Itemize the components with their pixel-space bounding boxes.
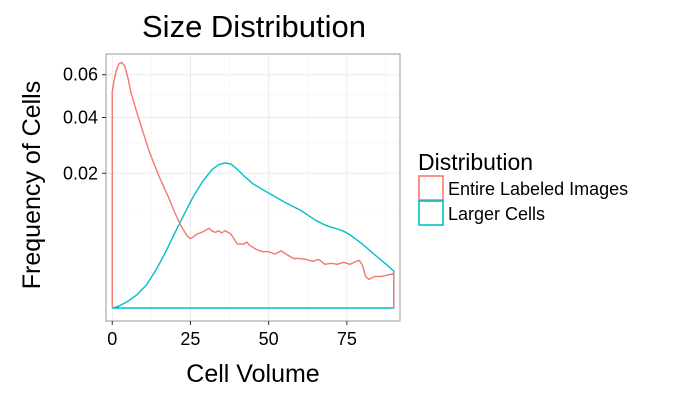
x-tick-label: 75 xyxy=(337,329,357,349)
x-tick-label: 25 xyxy=(180,329,200,349)
legend-label-entire-labeled-images: Entire Labeled Images xyxy=(448,179,628,199)
y-tick-label: 0.04 xyxy=(63,108,98,128)
series-lines xyxy=(111,61,395,309)
x-axis-title: Cell Volume xyxy=(186,360,319,388)
legend-key-entire-labeled-images xyxy=(418,175,444,201)
chart-title: Size Distribution xyxy=(142,9,366,44)
panel-border xyxy=(105,53,401,322)
x-tick-label: 0 xyxy=(107,329,117,349)
grid-lines xyxy=(106,54,400,321)
series-line-entire-labeled-images xyxy=(111,61,395,308)
legend-key-larger-cells xyxy=(418,200,444,226)
y-axis-title: Frequency of Cells xyxy=(18,81,46,289)
legend-label-larger-cells: Larger Cells xyxy=(448,204,545,224)
legend-title: Distribution xyxy=(418,149,533,175)
series-line-larger-cells xyxy=(112,162,395,309)
legend: Distribution Entire Labeled Images Larger… xyxy=(418,149,628,226)
panel-background xyxy=(106,54,400,321)
y-tick-label: 0.02 xyxy=(63,163,98,183)
y-tick-label: 0.06 xyxy=(63,65,98,85)
plot-panel xyxy=(106,54,400,321)
axes: 0 25 50 75 0.02 0.04 0.06 xyxy=(63,53,401,349)
x-tick-label: 50 xyxy=(259,329,279,349)
